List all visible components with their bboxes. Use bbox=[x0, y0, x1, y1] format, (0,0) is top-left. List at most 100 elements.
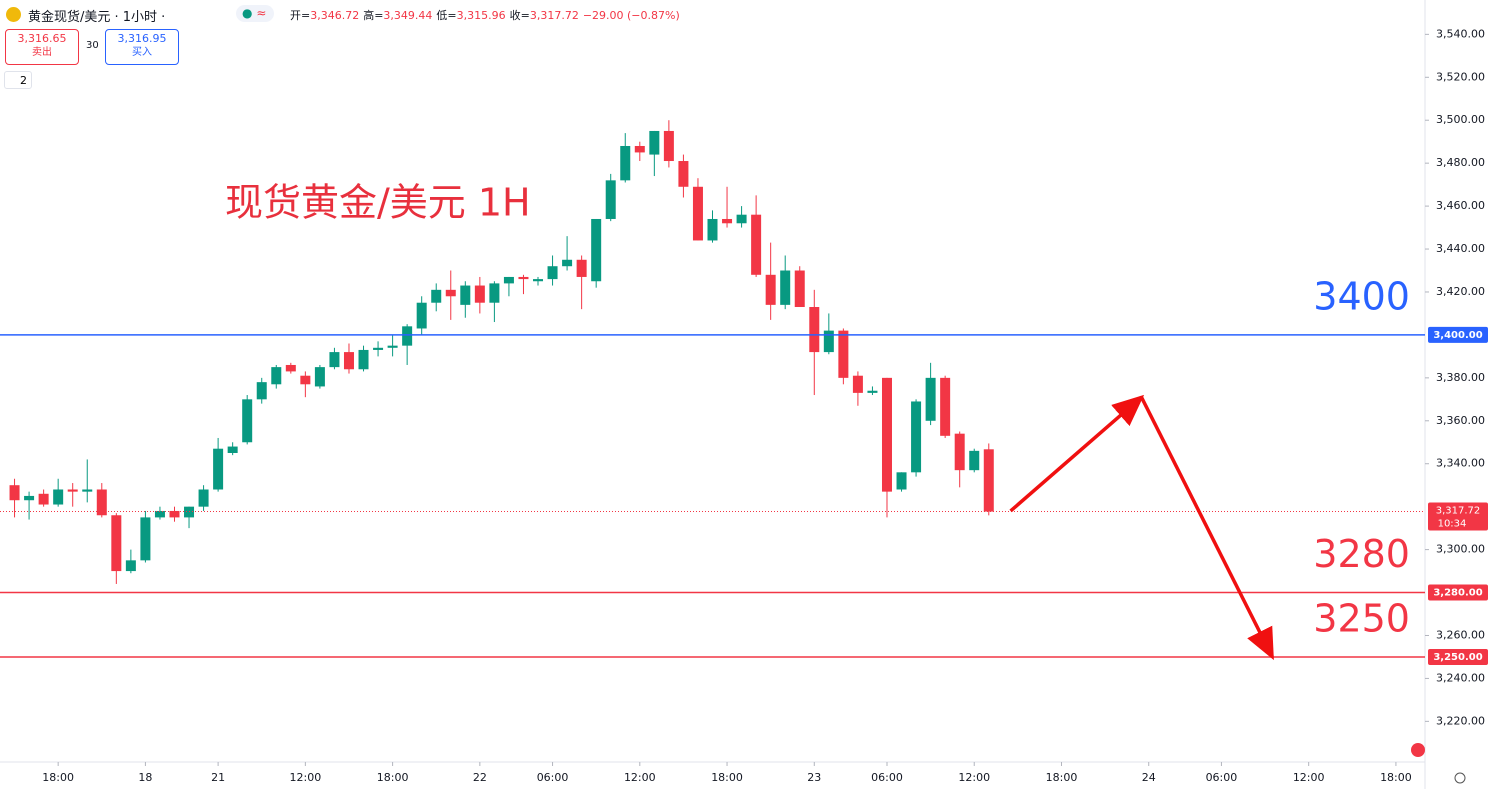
x-tick-label: 21 bbox=[211, 771, 225, 784]
settings-icon[interactable] bbox=[1454, 772, 1466, 784]
y-tick-label: 3,500.00 bbox=[1436, 113, 1485, 126]
x-tick-label: 23 bbox=[807, 771, 821, 784]
candle-body bbox=[794, 270, 805, 308]
ohlc-label: 开= bbox=[290, 9, 311, 22]
y-tick-label: 3,380.00 bbox=[1436, 371, 1485, 384]
y-tick-label: 3,340.00 bbox=[1436, 457, 1485, 470]
line-annotation: 3280 bbox=[1313, 532, 1410, 576]
candle-body bbox=[213, 448, 224, 490]
indicators-toggle[interactable]: 2 bbox=[4, 71, 32, 89]
price-label: 3,280.00 bbox=[1433, 588, 1482, 599]
sell-button[interactable]: 3,316.65 卖出 bbox=[5, 29, 79, 65]
candle-body bbox=[634, 145, 645, 153]
buy-label: 买入 bbox=[132, 47, 152, 58]
candle-body bbox=[38, 493, 49, 505]
candle-body bbox=[82, 489, 93, 492]
ohlc-label: 高= bbox=[363, 9, 384, 22]
status-badge[interactable]: ● ≈ bbox=[236, 5, 274, 22]
candle-body bbox=[169, 510, 180, 518]
candle-body bbox=[489, 283, 500, 303]
candle-body bbox=[125, 560, 136, 572]
candle-body bbox=[271, 367, 282, 385]
candle-body bbox=[562, 259, 573, 267]
buy-button[interactable]: 3,316.95 买入 bbox=[105, 29, 179, 65]
x-tick-label: 12:00 bbox=[290, 771, 322, 784]
price-label-box bbox=[1428, 326, 1488, 343]
x-tick-label: 06:00 bbox=[871, 771, 903, 784]
ohlc-label: 收= bbox=[509, 9, 530, 22]
y-tick-label: 3,220.00 bbox=[1436, 714, 1485, 727]
candle-body bbox=[96, 489, 107, 516]
candle-body bbox=[53, 489, 64, 505]
y-tick-label: 3,480.00 bbox=[1436, 156, 1485, 169]
candle-body bbox=[227, 446, 238, 453]
change: −29.00 (−0.87%) bbox=[582, 9, 680, 22]
price-label-box bbox=[1428, 584, 1488, 601]
candle-body bbox=[852, 375, 863, 393]
candle-body bbox=[474, 285, 485, 303]
y-tick-label: 3,360.00 bbox=[1436, 414, 1485, 427]
candle-body bbox=[751, 214, 762, 275]
candle-body bbox=[954, 433, 965, 471]
candle-body bbox=[576, 259, 587, 277]
candle-body bbox=[911, 401, 922, 473]
ohlc-value: 3,315.96 bbox=[456, 9, 506, 22]
candle-body bbox=[140, 517, 151, 561]
y-tick-label: 3,440.00 bbox=[1436, 242, 1485, 255]
indicators-count: 2 bbox=[20, 74, 27, 87]
y-tick-label: 3,260.00 bbox=[1436, 628, 1485, 641]
x-tick-label: 18:00 bbox=[1046, 771, 1078, 784]
symbol-icon bbox=[6, 7, 21, 22]
candle-body bbox=[503, 276, 514, 284]
chart-title: 现货黄金/美元 1H bbox=[225, 181, 531, 225]
candle-body bbox=[67, 489, 78, 492]
y-tick-label: 3,300.00 bbox=[1436, 543, 1485, 556]
ohlc-label: 低= bbox=[436, 9, 457, 22]
sell-price: 3,316.65 bbox=[17, 32, 67, 45]
candle-body bbox=[969, 450, 980, 471]
candle-body bbox=[460, 285, 471, 305]
x-tick-label: 18 bbox=[138, 771, 152, 784]
ohlc-value: 3,349.44 bbox=[383, 9, 433, 22]
candle-body bbox=[823, 330, 834, 353]
symbol: 黄金现货/美元 · 1小时 · bbox=[28, 10, 166, 25]
candle-body bbox=[896, 472, 907, 490]
x-tick-label: 24 bbox=[1142, 771, 1156, 784]
x-tick-label: 12:00 bbox=[624, 771, 656, 784]
candle-body bbox=[343, 352, 354, 370]
candle-body bbox=[722, 218, 733, 224]
candle-body bbox=[387, 345, 398, 348]
candle-body bbox=[533, 279, 544, 282]
candle-body bbox=[983, 449, 994, 512]
candle-body bbox=[154, 510, 165, 518]
x-tick-label: 18:00 bbox=[1380, 771, 1412, 784]
candle-body bbox=[285, 364, 296, 372]
candle-body bbox=[431, 289, 442, 303]
y-tick-label: 3,460.00 bbox=[1436, 199, 1485, 212]
candle-body bbox=[692, 186, 703, 241]
ohlc-value: 3,346.72 bbox=[310, 9, 360, 22]
candle-body bbox=[314, 367, 325, 387]
candle-body bbox=[663, 130, 674, 162]
line-annotation: 3250 bbox=[1313, 596, 1410, 640]
candle-body bbox=[402, 326, 413, 346]
candle-body bbox=[242, 399, 253, 443]
x-tick-label: 06:00 bbox=[1206, 771, 1238, 784]
candle-body bbox=[518, 276, 529, 280]
candle-body bbox=[547, 266, 558, 280]
x-tick-label: 12:00 bbox=[1293, 771, 1325, 784]
candle-body bbox=[9, 485, 20, 501]
ohlc-value: 3,317.72 bbox=[529, 9, 579, 22]
x-tick-label: 18:00 bbox=[42, 771, 74, 784]
y-tick-label: 3,540.00 bbox=[1436, 27, 1485, 40]
candle-body bbox=[940, 377, 951, 436]
candle-body bbox=[300, 375, 311, 385]
x-tick-label: 22 bbox=[473, 771, 487, 784]
arrow bbox=[1139, 396, 1274, 661]
candle-body bbox=[358, 349, 369, 370]
candle-body bbox=[765, 274, 776, 305]
candle-body bbox=[24, 495, 35, 501]
x-tick-label: 12:00 bbox=[958, 771, 990, 784]
candle-body bbox=[925, 377, 936, 421]
